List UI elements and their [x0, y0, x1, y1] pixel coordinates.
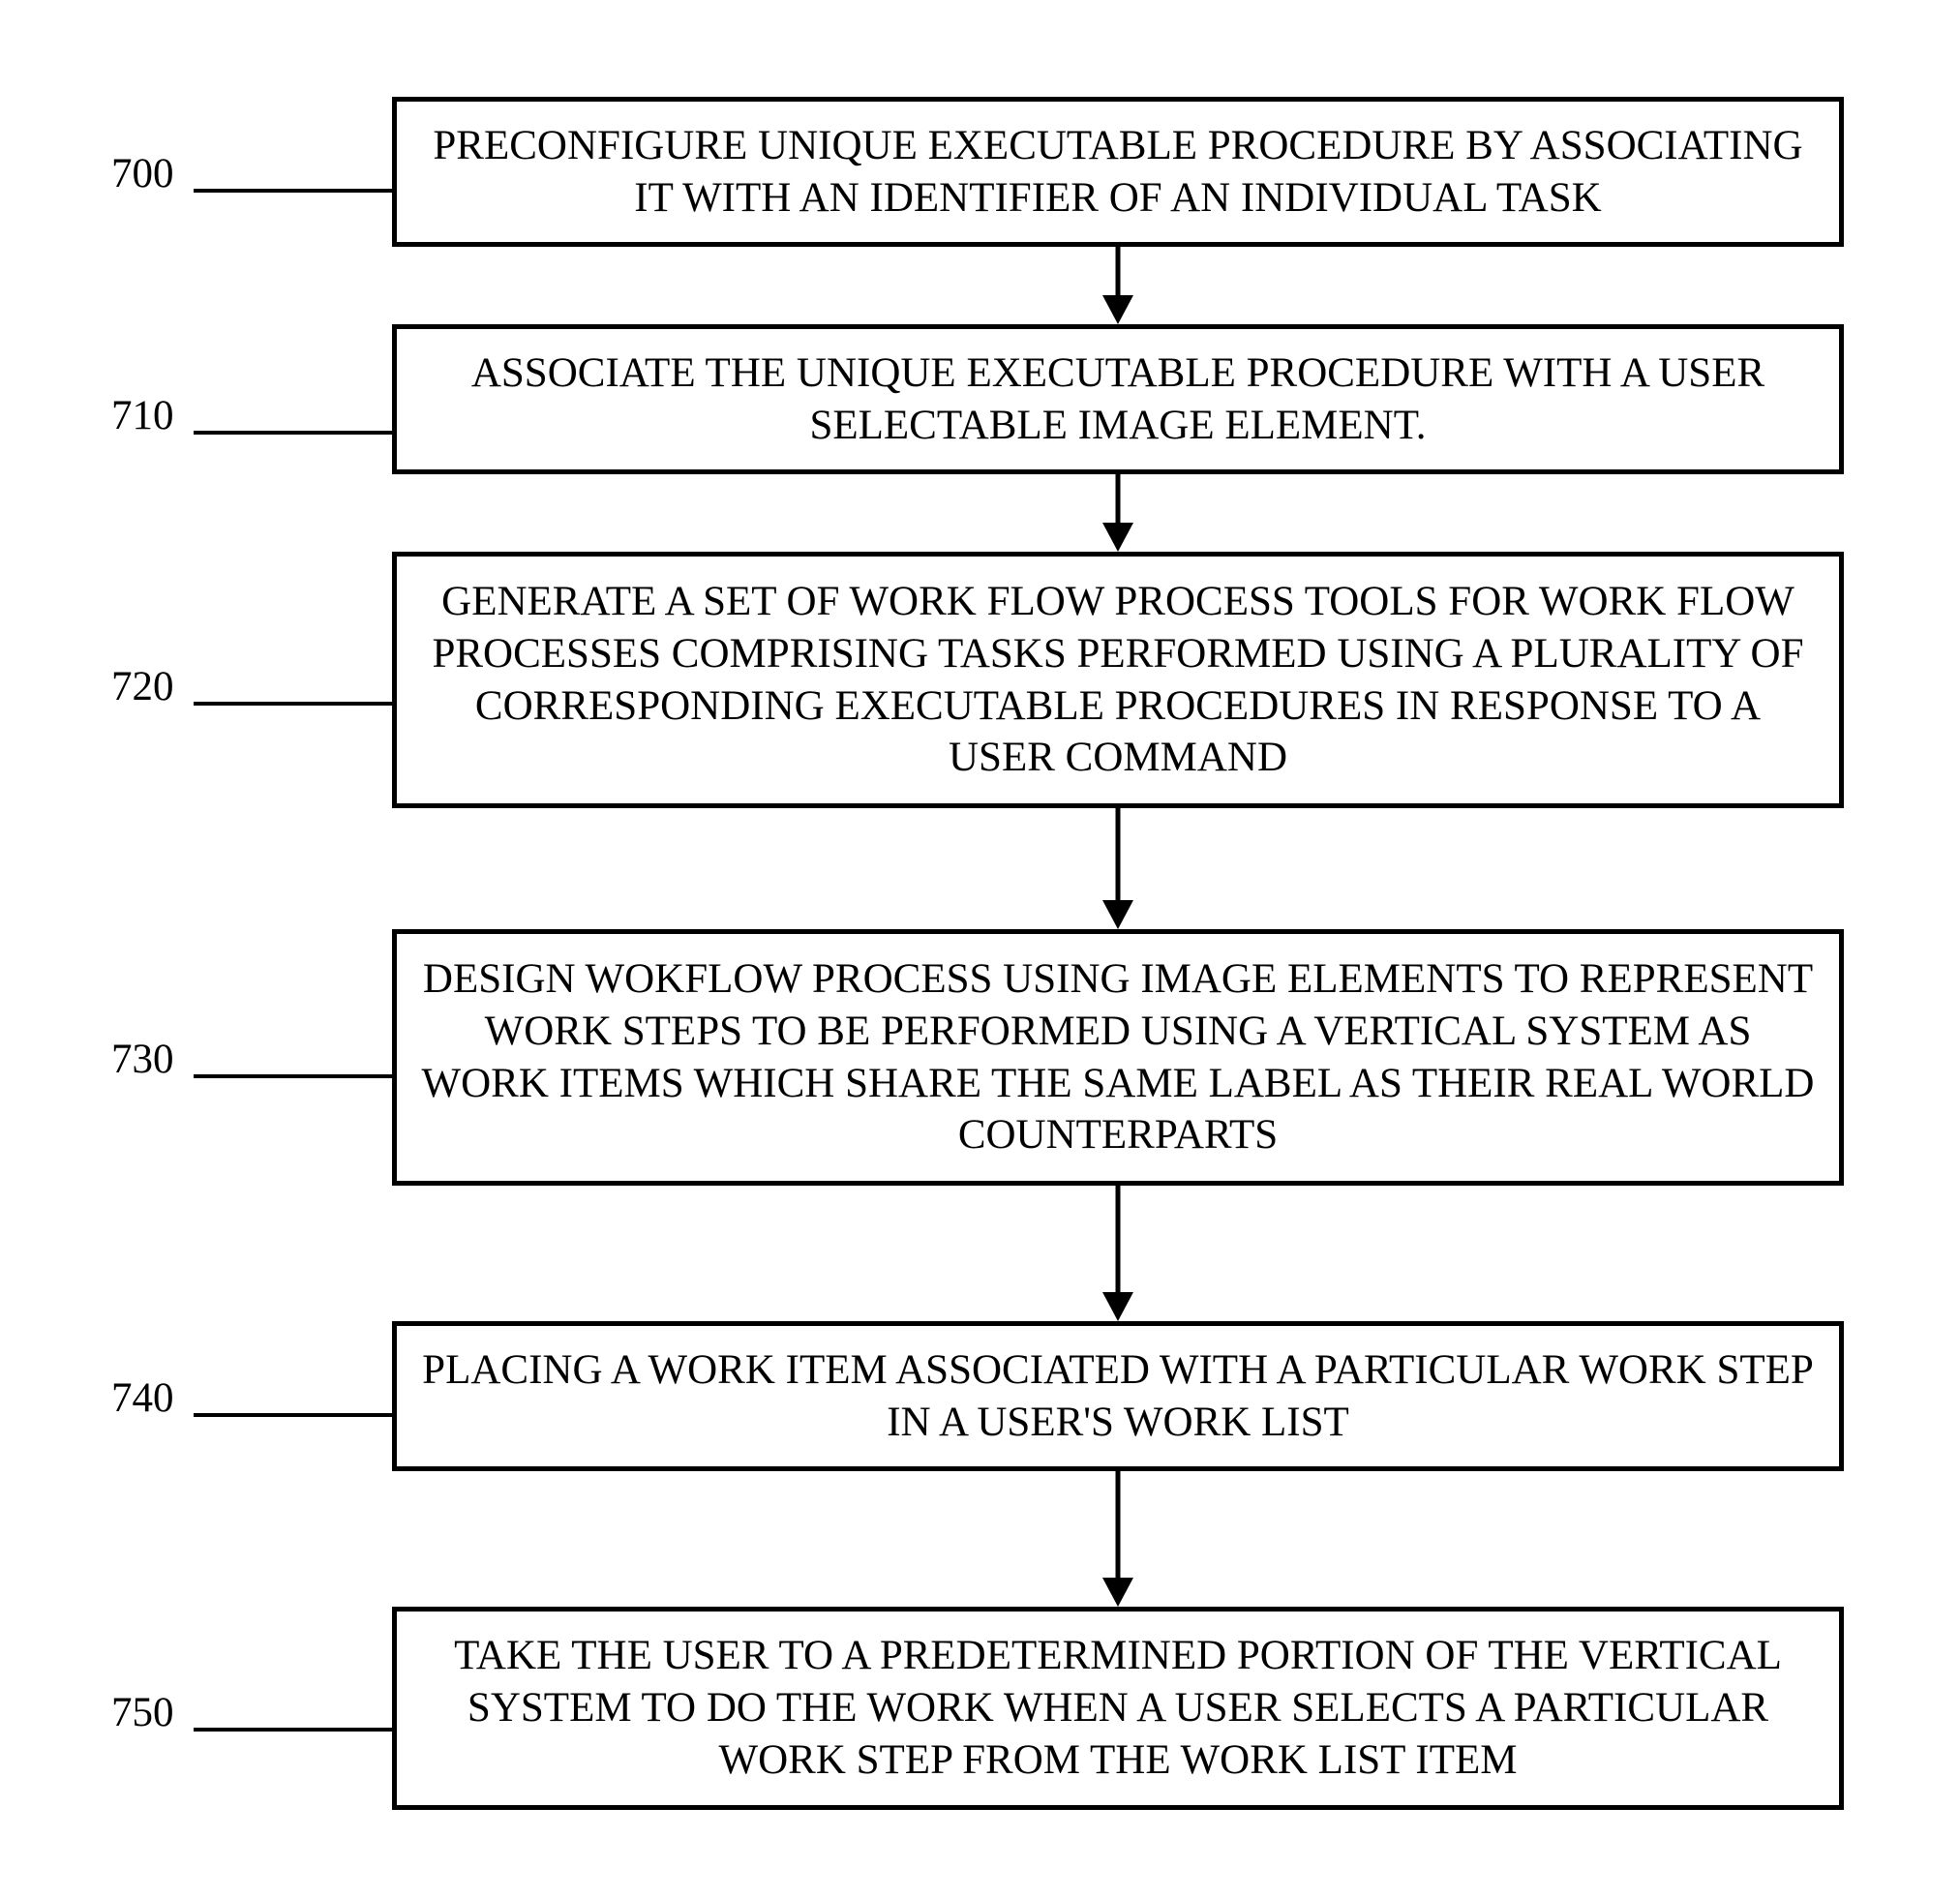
ref-label-710: 710 [111, 392, 174, 439]
flow-box-740: PLACING A WORK ITEM ASSOCIATED WITH A PA… [392, 1321, 1844, 1471]
ref-label-730: 730 [111, 1036, 174, 1083]
ref-line-750 [194, 1728, 392, 1732]
flow-box-730-text: DESIGN WOKFLOW PROCESS USING IMAGE ELEME… [420, 953, 1816, 1161]
flow-box-730: DESIGN WOKFLOW PROCESS USING IMAGE ELEME… [392, 929, 1844, 1186]
ref-label-750: 750 [111, 1689, 174, 1736]
flow-box-720: GENERATE A SET OF WORK FLOW PROCESS TOOL… [392, 552, 1844, 808]
flow-box-700: PRECONFIGURE UNIQUE EXECUTABLE PROCEDURE… [392, 97, 1844, 247]
ref-line-720 [194, 702, 392, 706]
flow-box-720-text: GENERATE A SET OF WORK FLOW PROCESS TOOL… [420, 576, 1816, 784]
ref-label-740: 740 [111, 1374, 174, 1422]
ref-label-700: 700 [111, 150, 174, 197]
ref-line-740 [194, 1413, 392, 1417]
flow-box-750-text: TAKE THE USER TO A PREDETERMINED PORTION… [420, 1630, 1816, 1786]
flow-box-750: TAKE THE USER TO A PREDETERMINED PORTION… [392, 1607, 1844, 1810]
ref-label-720: 720 [111, 663, 174, 710]
ref-line-710 [194, 431, 392, 435]
flow-box-710-text: ASSOCIATE THE UNIQUE EXECUTABLE PROCEDUR… [420, 347, 1816, 452]
ref-line-730 [194, 1074, 392, 1078]
flow-box-740-text: PLACING A WORK ITEM ASSOCIATED WITH A PA… [420, 1344, 1816, 1449]
flow-box-700-text: PRECONFIGURE UNIQUE EXECUTABLE PROCEDURE… [420, 120, 1816, 225]
flow-box-710: ASSOCIATE THE UNIQUE EXECUTABLE PROCEDUR… [392, 324, 1844, 474]
ref-line-700 [194, 189, 392, 193]
